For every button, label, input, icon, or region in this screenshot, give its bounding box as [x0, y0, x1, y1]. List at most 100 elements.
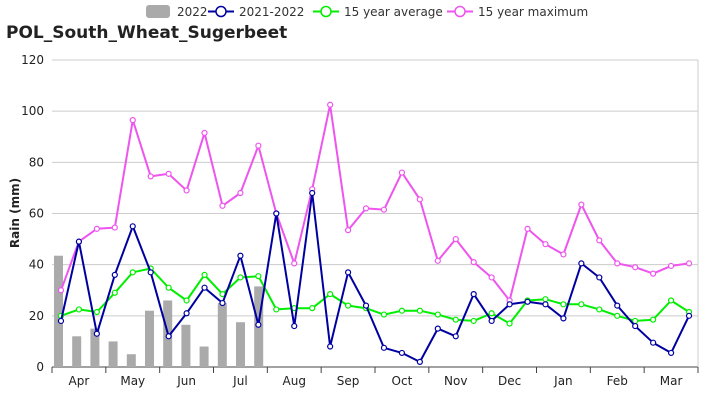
x-tick-label: Jul [232, 374, 247, 388]
data-point [685, 260, 693, 267]
data-point [416, 307, 423, 314]
data-point [57, 317, 65, 325]
data-point [614, 302, 621, 309]
data-point [488, 310, 495, 317]
y-axis: 0 20 40 60 80 100 120 [21, 53, 44, 374]
data-point [165, 170, 172, 177]
data-point [596, 237, 603, 244]
data-point [380, 206, 388, 213]
data-point [650, 339, 657, 346]
x-tick-label: Aug [283, 374, 306, 388]
data-point [255, 273, 262, 280]
series-line [60, 267, 690, 325]
data-point [398, 307, 406, 314]
data-point [201, 129, 208, 137]
data-point [506, 301, 513, 308]
y-tick-label: 40 [29, 258, 44, 272]
data-point [398, 169, 406, 176]
data-point [165, 333, 172, 340]
y-axis-title: Rain (mm) [8, 178, 22, 248]
data-point [327, 343, 334, 350]
data-point [650, 270, 657, 277]
legend-item: 2021-2022 [208, 5, 304, 19]
y-tick-label: 80 [29, 155, 44, 169]
data-point [255, 321, 262, 328]
y-tick-label: 100 [21, 104, 44, 118]
y-tick-label: 120 [21, 53, 44, 67]
bar [236, 322, 245, 367]
data-point [237, 189, 244, 197]
x-tick-label: Sep [337, 374, 360, 388]
data-point [596, 274, 603, 281]
data-point [578, 260, 585, 267]
data-point [452, 333, 459, 340]
data-point [129, 117, 136, 124]
data-point [524, 298, 531, 305]
data-point [542, 241, 549, 248]
data-point [632, 322, 639, 330]
chart-title: POL_South_Wheat_Sugerbeet [6, 23, 287, 43]
data-point [632, 264, 639, 271]
legend-swatch [146, 5, 170, 18]
bar [54, 255, 63, 367]
data-point [560, 301, 567, 308]
data-point [183, 187, 190, 194]
data-point [57, 287, 65, 294]
legend-item: 2022 [146, 5, 208, 19]
data-point [578, 301, 585, 308]
data-point [327, 290, 334, 298]
data-point [596, 306, 603, 313]
data-point [560, 251, 567, 258]
data-point [129, 269, 136, 276]
data-point [75, 306, 83, 313]
data-point [434, 325, 441, 332]
data-point [380, 311, 388, 318]
bar [108, 341, 118, 367]
legend-label: 15 year maximum [478, 5, 588, 19]
bar [217, 303, 227, 367]
data-point [147, 269, 154, 276]
bar [199, 346, 209, 367]
data-point [219, 299, 226, 307]
data-point [506, 320, 513, 327]
data-point [327, 101, 334, 108]
x-tick-label: Oct [392, 374, 413, 388]
legend-label: 15 year average [344, 5, 443, 19]
bar [181, 324, 191, 367]
data-point [470, 317, 477, 325]
data-point [542, 296, 549, 303]
data-point [362, 205, 370, 212]
data-point [434, 257, 441, 264]
data-point [201, 284, 208, 291]
y-tick-label: 20 [29, 309, 44, 323]
x-tick-label: Apr [69, 374, 90, 388]
data-point [201, 271, 208, 278]
series-line [60, 103, 690, 302]
legend-item: 15 year maximum [447, 5, 588, 19]
legend-marker [215, 5, 227, 18]
data-point [434, 311, 441, 318]
data-point [614, 312, 621, 319]
data-point [560, 315, 567, 322]
data-point [75, 238, 83, 245]
data-point [129, 223, 136, 230]
data-point [578, 201, 585, 208]
data-point [488, 317, 495, 325]
data-point [111, 224, 118, 231]
series-line [60, 192, 690, 363]
data-point [291, 322, 298, 330]
x-axis: Apr May Jun Jul Aug Sep Oct Nov Dec Jan Feb Mar [51, 367, 699, 388]
data-point [470, 259, 477, 266]
line-series [57, 101, 693, 365]
data-point [488, 274, 495, 281]
data-point [93, 308, 100, 316]
legend-item: 15 year average [313, 5, 443, 19]
data-point [344, 227, 352, 234]
data-point [470, 290, 477, 298]
data-point [273, 210, 280, 217]
data-point [255, 142, 262, 149]
data-point [183, 310, 190, 317]
data-point [452, 316, 459, 323]
data-point [362, 302, 370, 309]
